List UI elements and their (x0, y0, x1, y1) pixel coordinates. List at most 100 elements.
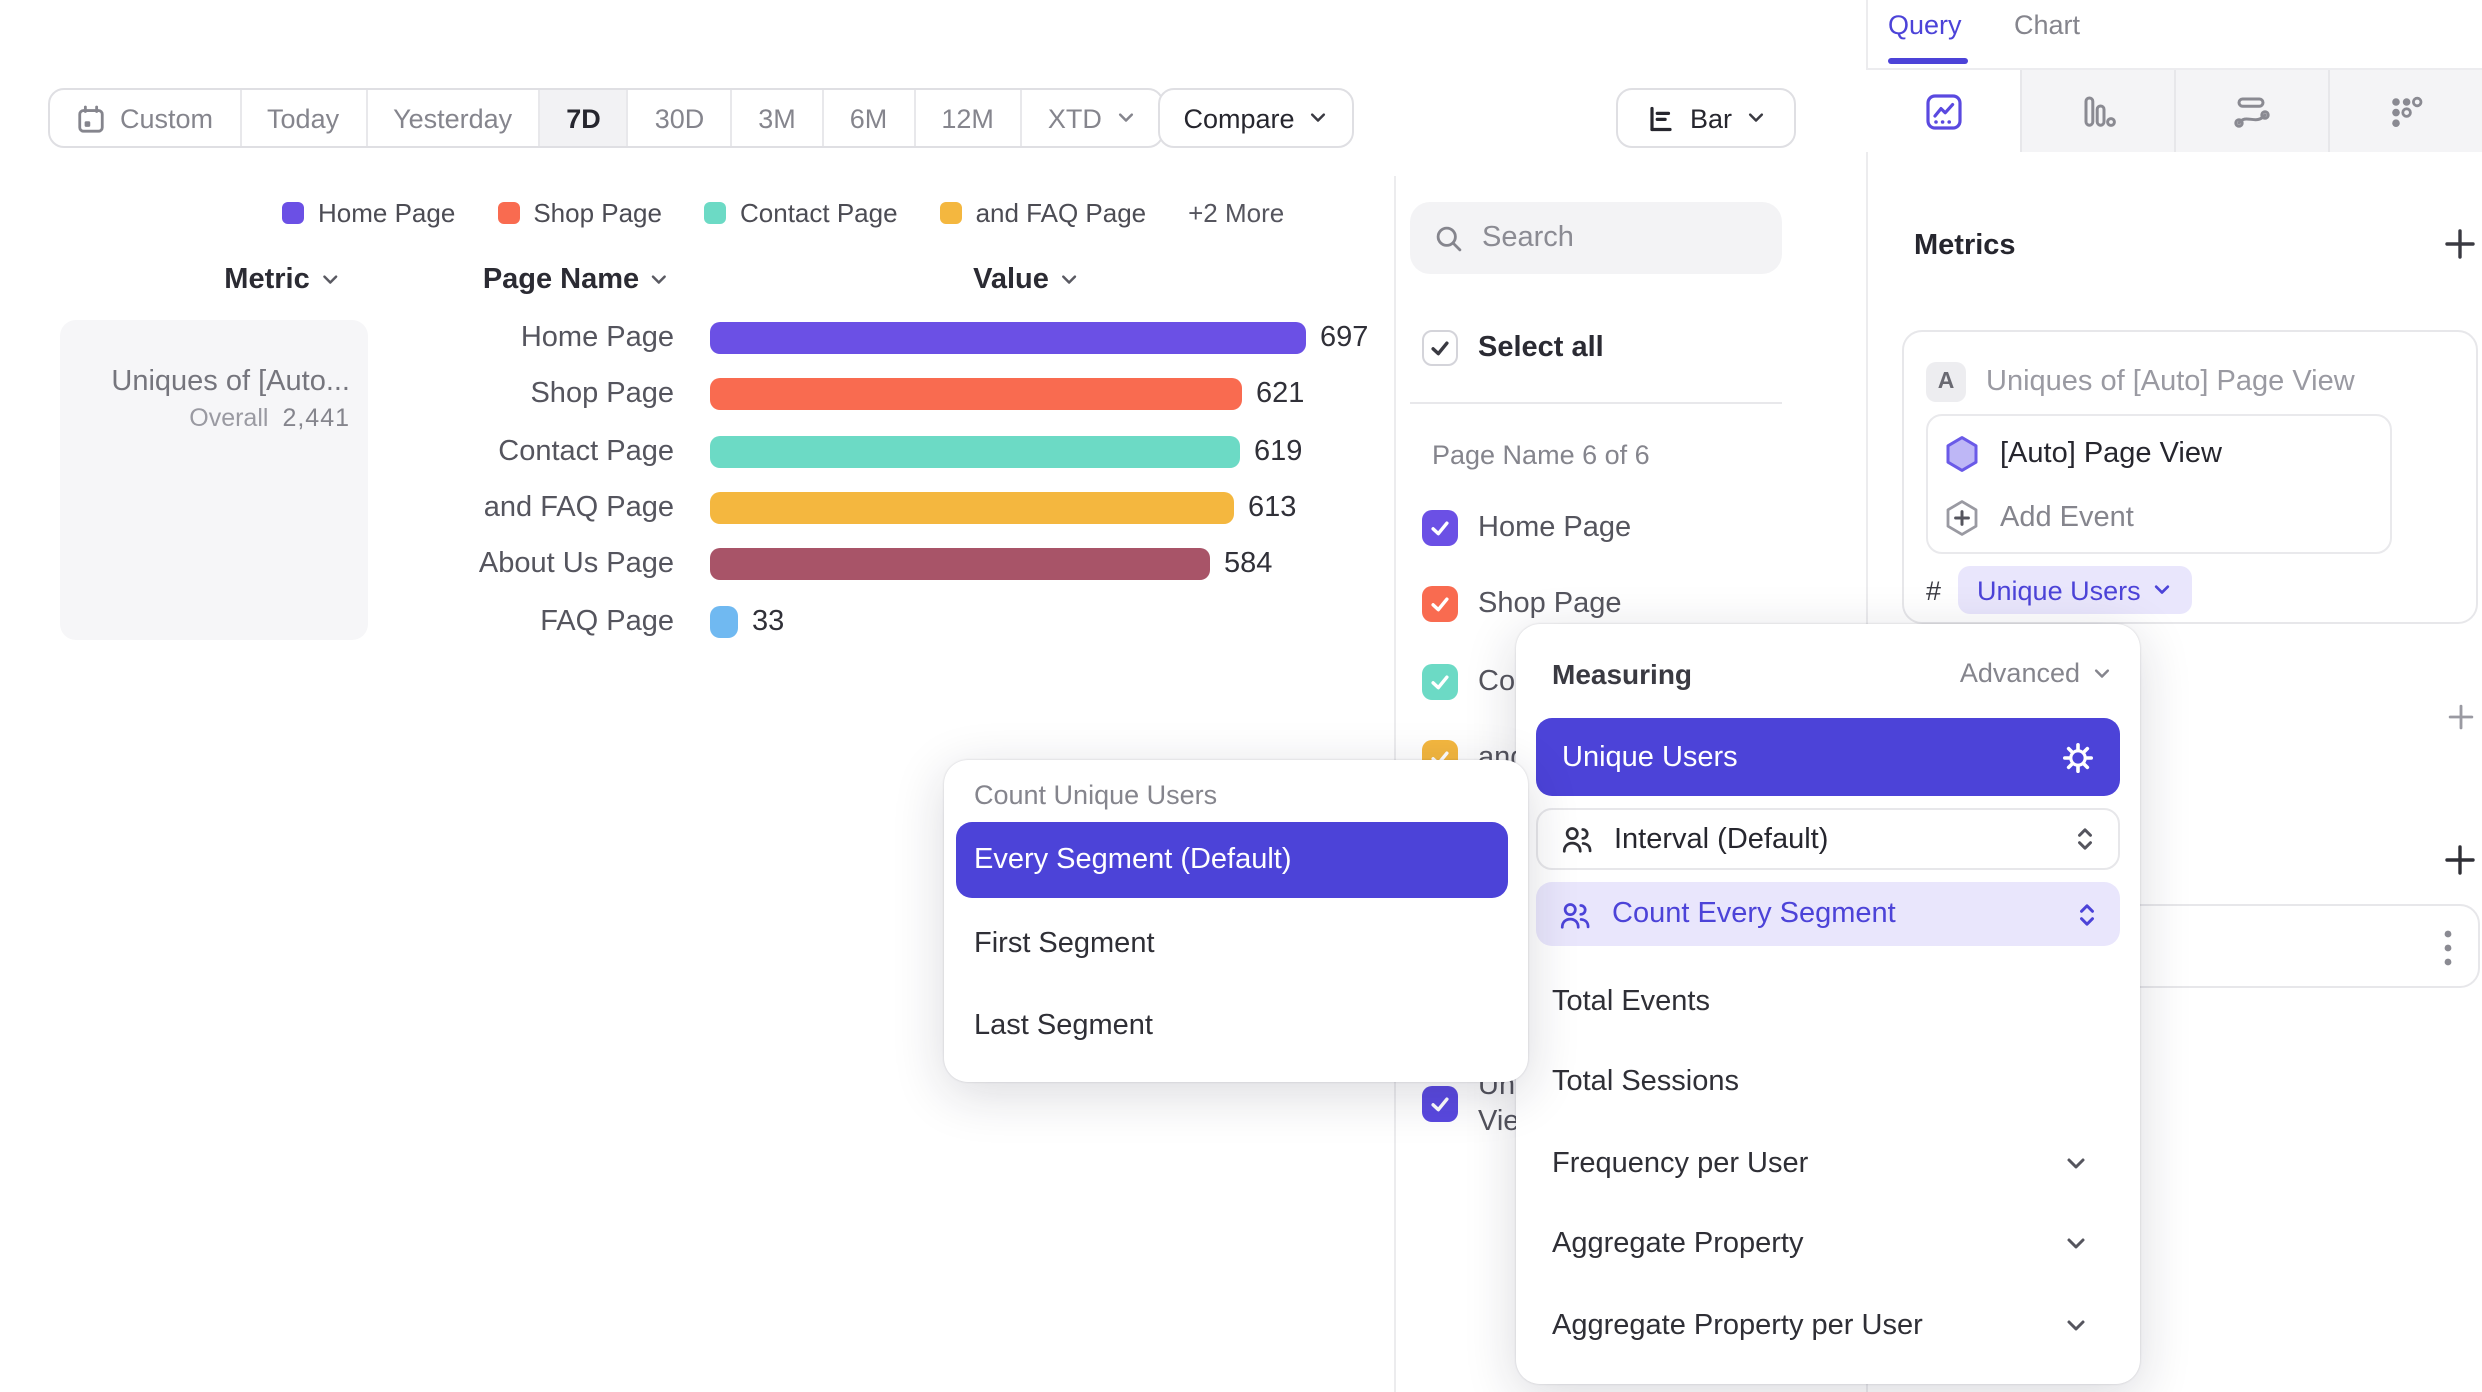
stepper-icon[interactable] (2074, 824, 2096, 854)
search-input[interactable] (1482, 222, 1742, 254)
chevron-down-icon (2064, 1152, 2088, 1176)
count-option-every-segment[interactable]: Every Segment (Default) (956, 822, 1508, 898)
checkbox[interactable] (1422, 586, 1458, 622)
chevron-down-icon (2153, 580, 2173, 600)
select-all-label: Select all (1478, 332, 1604, 364)
aggregation-pill[interactable]: Unique Users (1957, 566, 2193, 614)
measuring-option-total-sessions[interactable]: Total Sessions (1552, 1066, 1739, 1098)
bar-value: 33 (752, 605, 785, 638)
bar-category-label: About Us Page (478, 548, 674, 581)
date-preset-6m[interactable]: 6M (824, 90, 916, 146)
column-header-metric[interactable]: Metric (224, 264, 339, 296)
count-popup-title: Count Unique Users (974, 780, 1218, 810)
metric-card: A Uniques of [Auto] Page View [Auto] Pag… (1902, 330, 2478, 624)
measuring-option-frequency-per-user[interactable]: Frequency per User (1552, 1148, 2104, 1180)
report-tab-retention[interactable] (2328, 70, 2482, 152)
filter-divider (1410, 402, 1782, 404)
bar (710, 492, 1234, 525)
measuring-option-aggregate-property[interactable]: Aggregate Property (1552, 1228, 2104, 1260)
chevron-down-icon (2092, 663, 2112, 683)
event-hexagon-icon (1942, 434, 1982, 474)
legend-more[interactable]: +2 More (1188, 198, 1285, 228)
legend-swatch (704, 202, 726, 224)
date-preset-30d[interactable]: 30D (629, 90, 733, 146)
date-preset-today[interactable]: Today (241, 90, 368, 146)
tab-chart[interactable]: Chart (2014, 10, 2081, 40)
filter-group-label: Page Name 6 of 6 (1432, 440, 1650, 470)
funnels-icon (2078, 91, 2118, 131)
interval-row[interactable]: Interval (Default) (1536, 808, 2120, 870)
overflow-menu-icon[interactable] (2434, 922, 2462, 984)
compare-button[interactable]: Compare (1158, 88, 1354, 148)
add-filter-button[interactable] (2446, 702, 2476, 742)
date-range-picker: Custom Today Yesterday 7D 30D 3M 6M 12M … (48, 88, 1164, 148)
metric-cell-overall: Overall 2,441 (189, 404, 350, 432)
checkbox[interactable] (1422, 664, 1458, 700)
legend-item[interactable]: Home Page (282, 198, 455, 228)
measuring-option-unique-users[interactable]: Unique Users (1536, 718, 2120, 796)
select-all-checkbox[interactable] (1422, 330, 1458, 366)
measuring-option-total-events[interactable]: Total Events (1552, 986, 1710, 1018)
bar-value: 619 (1254, 435, 1303, 468)
column-header-value[interactable]: Value (973, 264, 1079, 296)
legend-swatch (282, 202, 304, 224)
date-preset-3m[interactable]: 3M (732, 90, 824, 146)
event-row[interactable]: [Auto] Page View (1942, 434, 2222, 474)
search-icon (1434, 223, 1464, 253)
chevron-down-icon (1746, 108, 1766, 128)
count-every-segment-row[interactable]: Count Every Segment (1536, 882, 2120, 946)
measuring-popup: Measuring Advanced Unique Users Interval… (1516, 624, 2140, 1384)
stepper-icon[interactable] (2076, 899, 2098, 929)
active-tab-underline (1888, 58, 1968, 64)
filter-item-shop-page[interactable]: Shop Page (1422, 586, 1622, 622)
bar-category-label: and FAQ Page (483, 492, 674, 525)
event-name: [Auto] Page View (2000, 438, 2222, 470)
bar (710, 435, 1240, 468)
count-option-last-segment[interactable]: Last Segment (974, 1010, 1153, 1042)
bar (710, 605, 738, 638)
metrics-section-title: Metrics (1914, 230, 2016, 262)
measuring-title: Measuring (1552, 658, 1693, 690)
chevron-down-icon (2064, 1314, 2088, 1338)
select-all-row[interactable]: Select all (1422, 330, 1604, 366)
add-breakdown-button[interactable] (2442, 842, 2478, 888)
date-preset-custom[interactable]: Custom (50, 90, 242, 146)
legend-item[interactable]: Shop Page (497, 198, 662, 228)
report-tab-funnels[interactable] (2020, 70, 2174, 152)
bar-category-label: Shop Page (530, 378, 674, 411)
chevron-down-icon (1309, 108, 1329, 128)
legend-swatch (497, 202, 520, 224)
chart-type-select[interactable]: Bar (1616, 88, 1796, 148)
chart-legend: Home Page Shop Page Contact Page and FAQ… (282, 198, 1284, 228)
legend-item[interactable]: Contact Page (704, 198, 898, 228)
filter-item-home-page[interactable]: Home Page (1422, 510, 1631, 546)
add-metric-button[interactable] (2442, 226, 2478, 272)
metric-title[interactable]: Uniques of [Auto] Page View (1986, 366, 2355, 398)
filter-search[interactable] (1410, 202, 1782, 274)
legend-item[interactable]: and FAQ Page (939, 198, 1146, 228)
calendar-icon (76, 103, 106, 133)
count-option-first-segment[interactable]: First Segment (974, 928, 1155, 960)
tab-query[interactable]: Query (1888, 10, 1962, 40)
report-tab-insights[interactable] (1866, 70, 2020, 152)
measuring-option-aggregate-property-per-user[interactable]: Aggregate Property per User (1552, 1310, 2104, 1342)
metric-letter-badge: A (1926, 362, 1966, 402)
flows-icon (2232, 91, 2272, 131)
chevron-down-icon (320, 270, 340, 290)
checkbox[interactable] (1422, 1086, 1458, 1122)
retention-icon (2386, 91, 2426, 131)
date-preset-12m[interactable]: 12M (915, 90, 1022, 146)
date-preset-xtd[interactable]: XTD (1022, 90, 1162, 146)
report-tab-flows[interactable] (2174, 70, 2328, 152)
advanced-toggle[interactable]: Advanced (1960, 658, 2112, 688)
breakdown-card (2080, 904, 2480, 988)
date-preset-7d[interactable]: 7D (540, 90, 629, 146)
column-header-page-name[interactable]: Page Name (483, 264, 669, 296)
metric-cell[interactable]: Uniques of [Auto... Overall 2,441 (60, 320, 368, 640)
checkbox[interactable] (1422, 510, 1458, 546)
gear-icon[interactable] (2062, 741, 2094, 773)
bar-chart-icon (1646, 103, 1676, 133)
add-event-row[interactable]: Add Event (1942, 498, 2134, 538)
date-preset-yesterday[interactable]: Yesterday (367, 90, 541, 146)
